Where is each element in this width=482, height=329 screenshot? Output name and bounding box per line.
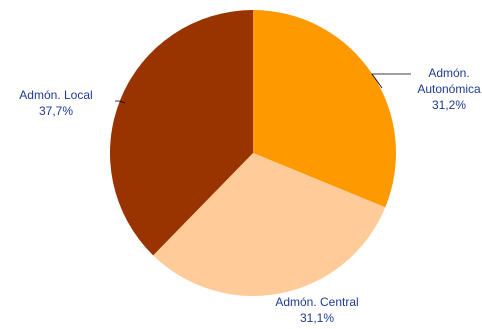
leader-line-0 <box>371 73 411 89</box>
slice-label-2: Admón. Local 37,7% <box>19 88 92 118</box>
slice-label-0: Admón. Autonómica 31,2% <box>417 66 481 112</box>
slice-name-label: Autonómica <box>417 82 481 96</box>
pie-slice-2 <box>109 9 253 256</box>
leader-lines <box>115 73 411 104</box>
slice-labels: Admón. Autonómica 31,2% Admón. Central 31,1%… <box>19 66 481 325</box>
pie-slices <box>109 9 397 297</box>
pie-slice-1 <box>153 153 386 297</box>
slice-value-label: 31,1% <box>300 311 334 325</box>
slice-name-label: Admón. Local <box>19 88 92 102</box>
pie-slice-0 <box>253 10 397 208</box>
slice-name-label: Admón. Central <box>275 295 358 309</box>
slice-name-label: Admón. <box>428 66 469 80</box>
slice-value-label: 37,7% <box>39 104 73 118</box>
slice-label-1: Admón. Central 31,1% <box>275 295 358 325</box>
leader-line-2 <box>115 100 126 104</box>
slice-value-label: 31,2% <box>432 98 466 112</box>
